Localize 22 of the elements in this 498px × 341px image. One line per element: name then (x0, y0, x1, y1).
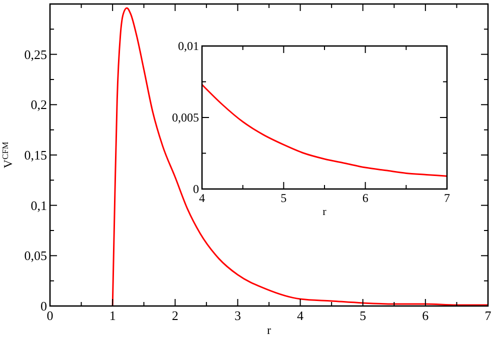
y-tick-label: 0,005 (172, 110, 199, 125)
line-series (112, 7, 489, 307)
x-tick-label: 5 (280, 191, 287, 205)
y-tick-label: 0,01 (178, 39, 199, 54)
x-axis-title: r (267, 323, 271, 337)
x-tick-label: 6 (362, 191, 368, 205)
y-tick-label: 0,05 (24, 248, 47, 264)
y-tick-label: 0,1 (30, 198, 47, 213)
x-tick-label: 5 (360, 308, 366, 323)
y-tick-label: 0,15 (24, 148, 47, 163)
y-tick-label: 0,25 (24, 46, 47, 62)
x-tick-label: 7 (444, 191, 450, 205)
x-tick-label: 2 (172, 308, 178, 323)
x-tick-label: 1 (109, 308, 116, 323)
x-tick-label: 4 (199, 191, 205, 205)
y-tick-label: 0,2 (30, 97, 47, 112)
line-series (201, 84, 448, 177)
x-tick-label: 4 (297, 308, 304, 323)
x-axis-title: r (322, 206, 327, 218)
x-tick-label: 6 (422, 308, 430, 323)
x-tick-label: 7 (484, 308, 492, 323)
x-tick-label: 3 (234, 308, 241, 323)
